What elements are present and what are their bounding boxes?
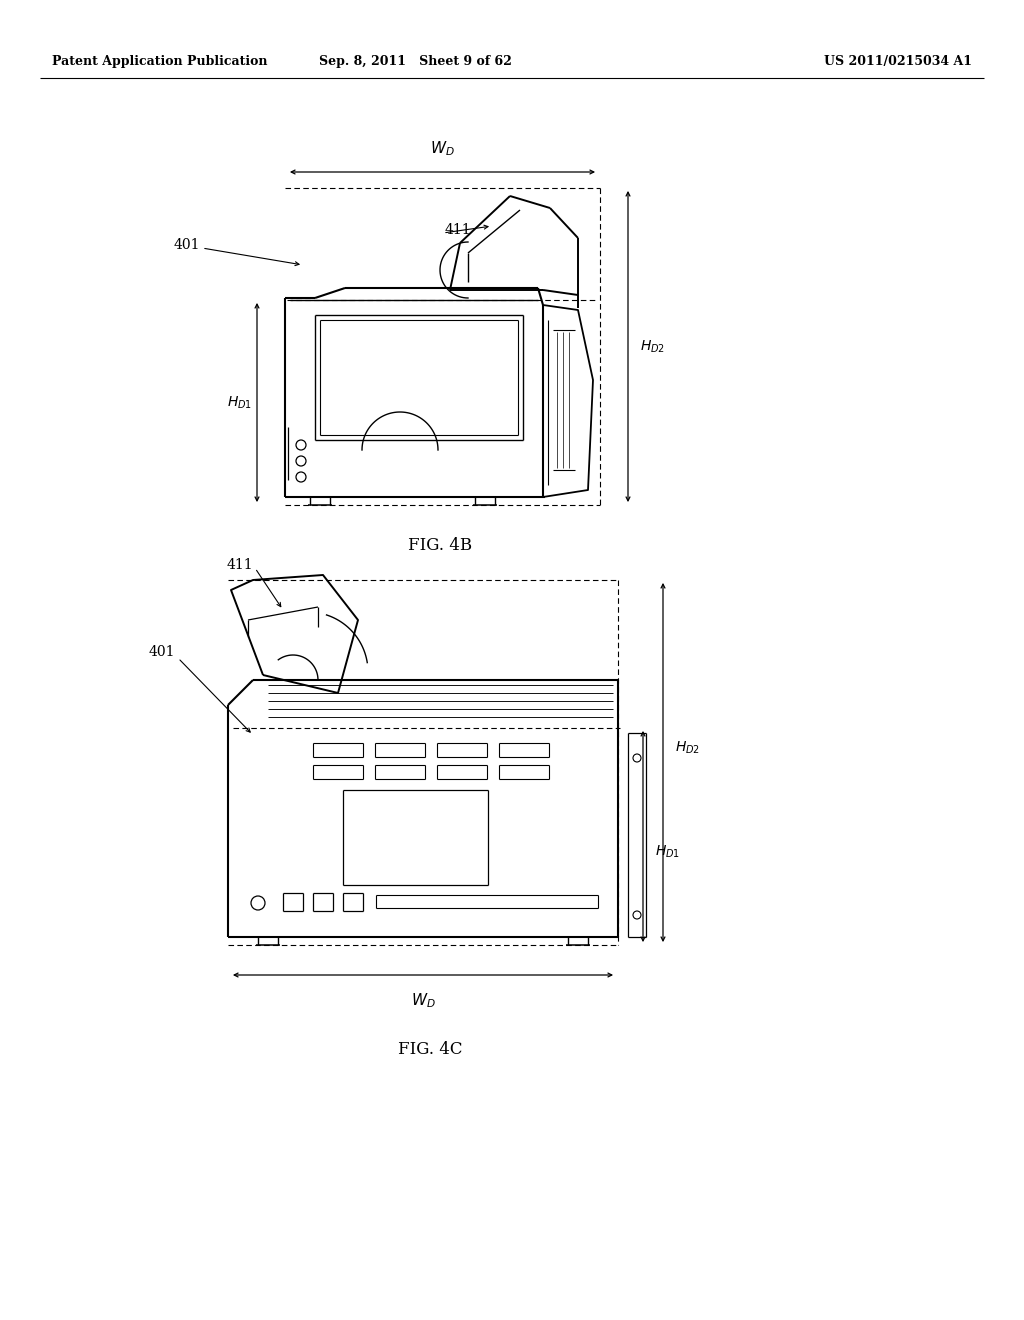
- Text: 401: 401: [148, 645, 175, 659]
- Text: $H_{D1}$: $H_{D1}$: [655, 843, 680, 859]
- Text: 401: 401: [173, 238, 200, 252]
- Text: 411: 411: [445, 223, 472, 238]
- Text: $W_D$: $W_D$: [430, 140, 455, 158]
- Text: FIG. 4B: FIG. 4B: [408, 536, 472, 553]
- Text: Patent Application Publication: Patent Application Publication: [52, 55, 267, 69]
- Text: $H_{D2}$: $H_{D2}$: [675, 739, 700, 755]
- Text: FIG. 4C: FIG. 4C: [397, 1041, 462, 1059]
- Text: $H_{D1}$: $H_{D1}$: [227, 395, 252, 411]
- Text: US 2011/0215034 A1: US 2011/0215034 A1: [824, 55, 972, 69]
- Text: 411: 411: [226, 558, 253, 572]
- Text: $W_D$: $W_D$: [411, 991, 435, 1010]
- Text: $H_{D2}$: $H_{D2}$: [640, 338, 666, 355]
- Text: Sep. 8, 2011   Sheet 9 of 62: Sep. 8, 2011 Sheet 9 of 62: [318, 55, 511, 69]
